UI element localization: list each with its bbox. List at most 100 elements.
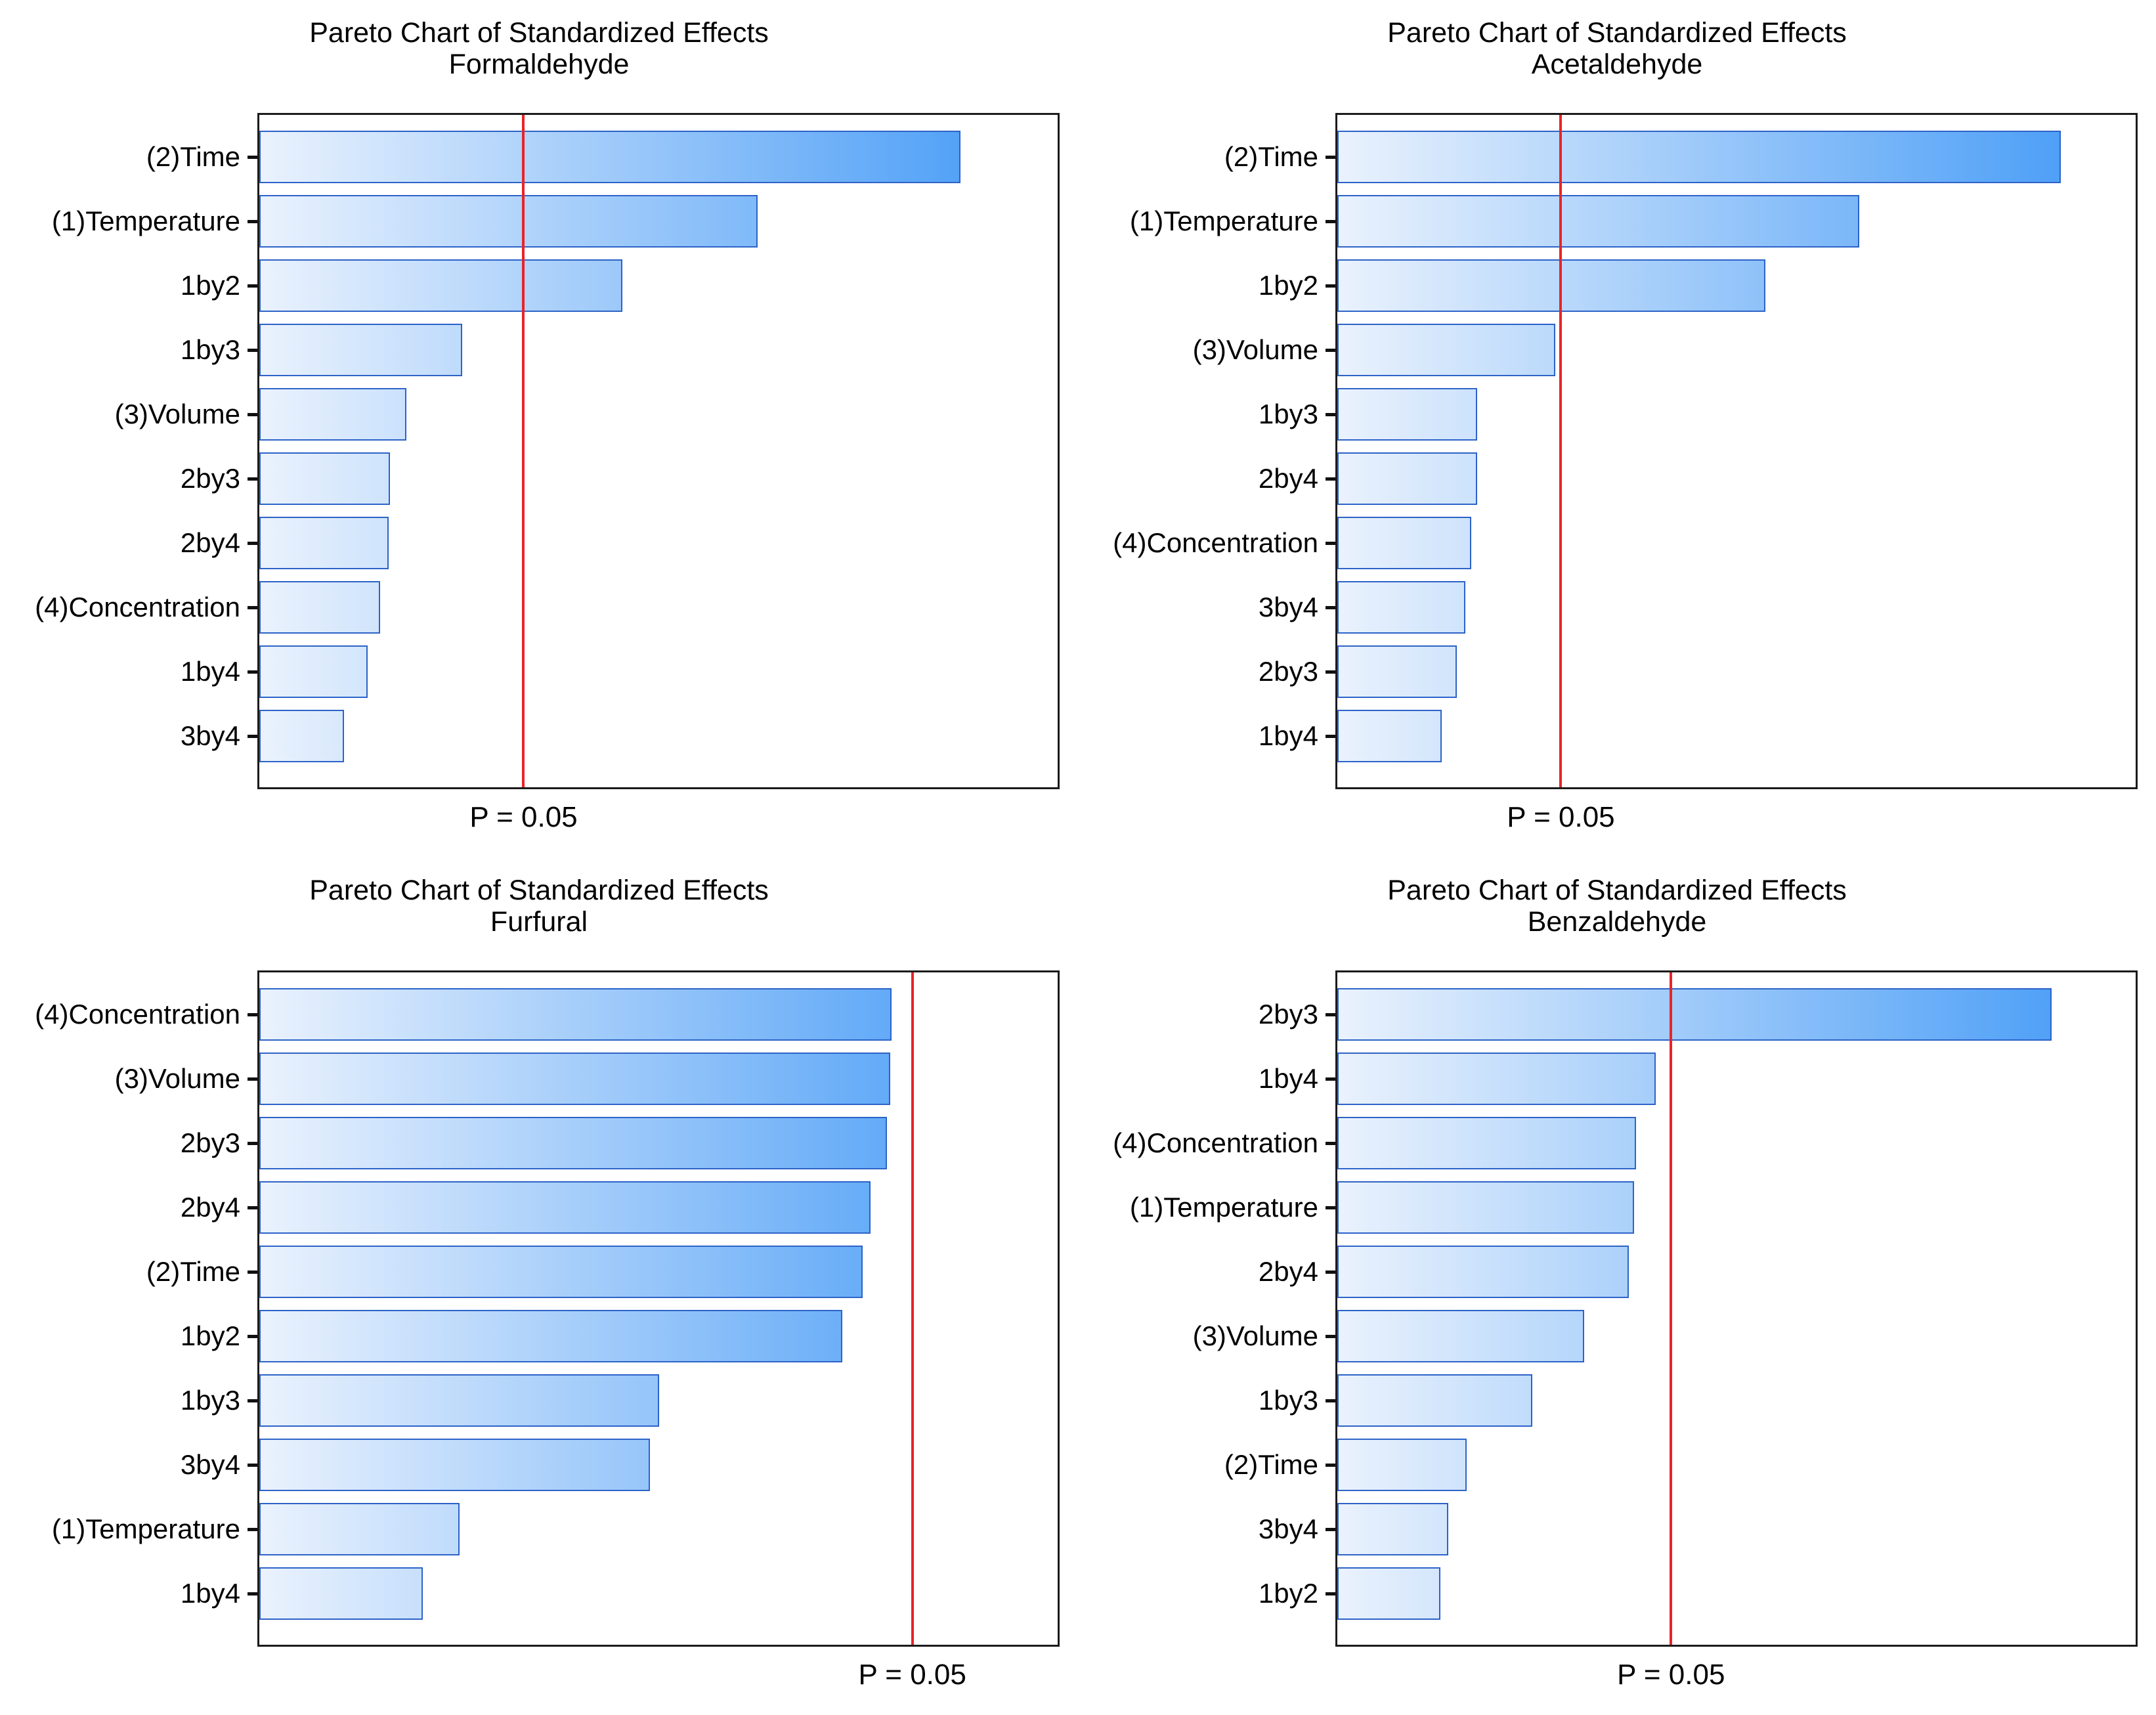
- y-axis-label: (2)Time: [1224, 1449, 1318, 1480]
- bar-1by4: [1337, 710, 1442, 762]
- y-axis-tick: [248, 541, 257, 545]
- bar-2by4: [259, 517, 389, 569]
- y-axis-tick: [248, 1205, 257, 1209]
- y-axis-tick: [248, 284, 257, 288]
- y-axis-tick: [248, 1077, 257, 1081]
- p-value-label: P = 0.05: [1617, 1659, 1725, 1691]
- bar-2by3: [1337, 988, 2052, 1041]
- y-axis-label: (3)Volume: [114, 399, 240, 429]
- chart-title: Pareto Chart of Standardized Effects: [309, 875, 769, 906]
- y-axis-tick: [248, 734, 257, 738]
- y-axis-tick: [1326, 1527, 1335, 1531]
- y-axis-label: 1by3: [180, 334, 240, 365]
- y-axis-label: 1by2: [1258, 1578, 1318, 1609]
- bar--1-temperature: [1337, 1181, 1635, 1234]
- y-axis-tick: [1326, 1592, 1335, 1596]
- y-axis-label: (1)Temperature: [51, 1513, 240, 1544]
- bar-3by4: [1337, 1503, 1449, 1555]
- y-axis-label: (4)Concentration: [35, 999, 240, 1030]
- bar--2-time: [1337, 131, 2061, 183]
- y-axis-label: 1by2: [180, 270, 240, 301]
- y-axis-label: 1by2: [180, 1320, 240, 1351]
- y-axis-tick: [248, 1592, 257, 1596]
- bar-2by4: [1337, 452, 1477, 505]
- y-axis-label: 3by4: [1258, 592, 1318, 622]
- significance-line: [911, 972, 914, 1645]
- chart-title-block: Pareto Chart of Standardized Effects Fur…: [0, 875, 1078, 938]
- bar-1by3: [259, 1374, 660, 1427]
- significance-line: [1559, 115, 1563, 787]
- y-axis-tick: [1326, 1270, 1335, 1274]
- bar-1by3: [1337, 388, 1477, 441]
- y-axis-tick: [1326, 284, 1335, 288]
- y-axis-label: 1by4: [180, 656, 240, 687]
- y-axis-tick: [1326, 541, 1335, 545]
- y-axis-label: (4)Concentration: [1113, 1127, 1318, 1158]
- plot-area: [1335, 113, 2138, 789]
- y-axis-label: 2by3: [180, 463, 240, 494]
- y-axis-tick: [1326, 219, 1335, 223]
- y-axis-label: (2)Time: [146, 141, 240, 172]
- bar-1by4: [259, 1567, 423, 1620]
- y-axis-label: 2by3: [1258, 656, 1318, 687]
- y-axis-label: (3)Volume: [1192, 334, 1318, 365]
- y-axis-label: 2by4: [1258, 1256, 1318, 1287]
- p-value-label: P = 0.05: [469, 801, 578, 833]
- y-axis-tick: [1326, 412, 1335, 416]
- bar-2by3: [259, 452, 391, 505]
- chart-furfural: Pareto Chart of Standardized Effects Fur…: [0, 858, 1078, 1715]
- y-axis-tick: [1326, 477, 1335, 481]
- chart-acetaldehyde: Pareto Chart of Standardized Effects Ace…: [1078, 0, 2156, 858]
- y-axis-label: (1)Temperature: [1129, 206, 1318, 236]
- y-axis-label: 2by4: [1258, 463, 1318, 494]
- y-axis-tick: [248, 412, 257, 416]
- chart-formaldehyde: Pareto Chart of Standardized Effects For…: [0, 0, 1078, 858]
- bar-1by2: [259, 1310, 842, 1362]
- bar-1by2: [1337, 259, 1765, 312]
- bar--4-concentration: [1337, 1117, 1636, 1169]
- bar-3by4: [1337, 581, 1465, 634]
- bar--2-time: [259, 1246, 863, 1298]
- y-axis-tick: [248, 1012, 257, 1016]
- bar--3-volume: [1337, 324, 1555, 376]
- y-axis-tick: [1326, 670, 1335, 674]
- chart-benzaldehyde: Pareto Chart of Standardized Effects Ben…: [1078, 858, 2156, 1715]
- bar-3by4: [259, 710, 344, 762]
- y-axis-label: 1by3: [180, 1385, 240, 1416]
- bar--4-concentration: [259, 581, 380, 634]
- bar-2by3: [259, 1117, 887, 1169]
- y-axis-tick: [1326, 348, 1335, 352]
- bar-3by4: [259, 1439, 650, 1491]
- y-axis-tick: [248, 1527, 257, 1531]
- bar--1-temperature: [259, 1503, 460, 1555]
- chart-title-block: Pareto Chart of Standardized Effects For…: [0, 17, 1078, 80]
- y-axis-tick: [248, 155, 257, 159]
- bar--4-concentration: [259, 988, 892, 1041]
- y-axis-label: (4)Concentration: [1113, 527, 1318, 558]
- bar-1by4: [1337, 1053, 1656, 1105]
- y-axis-label: 2by3: [180, 1127, 240, 1158]
- bar-2by4: [259, 1181, 871, 1234]
- y-axis-tick: [248, 219, 257, 223]
- y-axis-tick: [248, 1270, 257, 1274]
- y-axis-label: 3by4: [180, 1449, 240, 1480]
- y-axis-tick: [248, 1399, 257, 1402]
- chart-title: Pareto Chart of Standardized Effects: [309, 17, 769, 49]
- y-axis-label: (2)Time: [146, 1256, 240, 1287]
- significance-line: [522, 115, 525, 787]
- y-axis-tick: [1326, 1141, 1335, 1145]
- y-axis-tick: [248, 605, 257, 609]
- p-value-label: P = 0.05: [1507, 801, 1615, 833]
- bar-1by4: [259, 645, 368, 698]
- y-axis-tick: [248, 348, 257, 352]
- chart-subtitle: Formaldehyde: [448, 49, 630, 80]
- bar--3-volume: [1337, 1310, 1584, 1362]
- y-axis-tick: [248, 670, 257, 674]
- y-axis-label: 1by2: [1258, 270, 1318, 301]
- y-axis-label: 1by3: [1258, 1385, 1318, 1416]
- y-axis-tick: [1326, 1012, 1335, 1016]
- bar--2-time: [259, 131, 960, 183]
- chart-title-block: Pareto Chart of Standardized Effects Ace…: [1078, 17, 2156, 80]
- y-axis-label: 3by4: [180, 720, 240, 751]
